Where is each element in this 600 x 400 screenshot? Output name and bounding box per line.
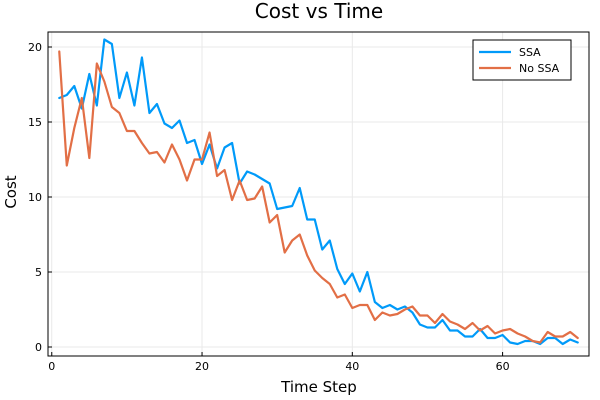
x-axis-label: Time Step [280, 378, 357, 396]
x-tick-label: 40 [345, 360, 359, 373]
y-tick-label: 5 [35, 266, 42, 279]
x-tick-label: 20 [195, 360, 209, 373]
y-tick-label: 10 [28, 191, 42, 204]
chart-title: Cost vs Time [255, 0, 383, 23]
x-tick-label: 60 [496, 360, 510, 373]
x-axis-ticks: 0 20 40 60 [48, 352, 510, 373]
y-axis-label: Cost [2, 175, 20, 208]
y-tick-label: 20 [28, 41, 42, 54]
legend-box [472, 39, 572, 81]
legend: SSA No SSA [472, 39, 572, 81]
series-line-no-ssa [58, 50, 579, 344]
y-axis-ticks: 0 5 10 15 20 [28, 41, 52, 354]
x-tick-label: 0 [48, 360, 55, 373]
series-line-ssa [58, 38, 579, 346]
legend-label: SSA [519, 46, 541, 59]
plot-frame [47, 31, 590, 357]
y-tick-label: 0 [35, 341, 42, 354]
legend-label: No SSA [519, 62, 560, 75]
y-tick-label: 15 [28, 116, 42, 129]
series-layer [58, 38, 579, 346]
